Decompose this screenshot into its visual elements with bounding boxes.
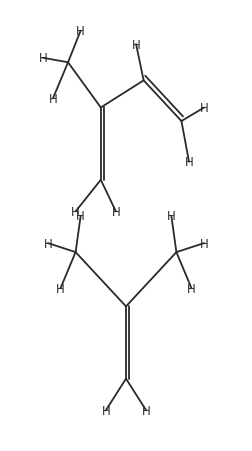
Text: H: H <box>142 404 150 417</box>
Text: H: H <box>49 93 57 106</box>
Text: H: H <box>44 237 52 250</box>
Text: H: H <box>167 210 176 223</box>
Text: H: H <box>56 282 65 295</box>
Text: H: H <box>76 25 85 38</box>
Text: H: H <box>71 206 80 218</box>
Text: H: H <box>132 39 140 51</box>
Text: H: H <box>102 404 110 417</box>
Text: H: H <box>200 237 208 250</box>
Text: H: H <box>185 156 193 169</box>
Text: H: H <box>200 102 208 115</box>
Text: H: H <box>76 210 85 223</box>
Text: H: H <box>112 206 120 218</box>
Text: H: H <box>187 282 196 295</box>
Text: H: H <box>39 52 47 65</box>
